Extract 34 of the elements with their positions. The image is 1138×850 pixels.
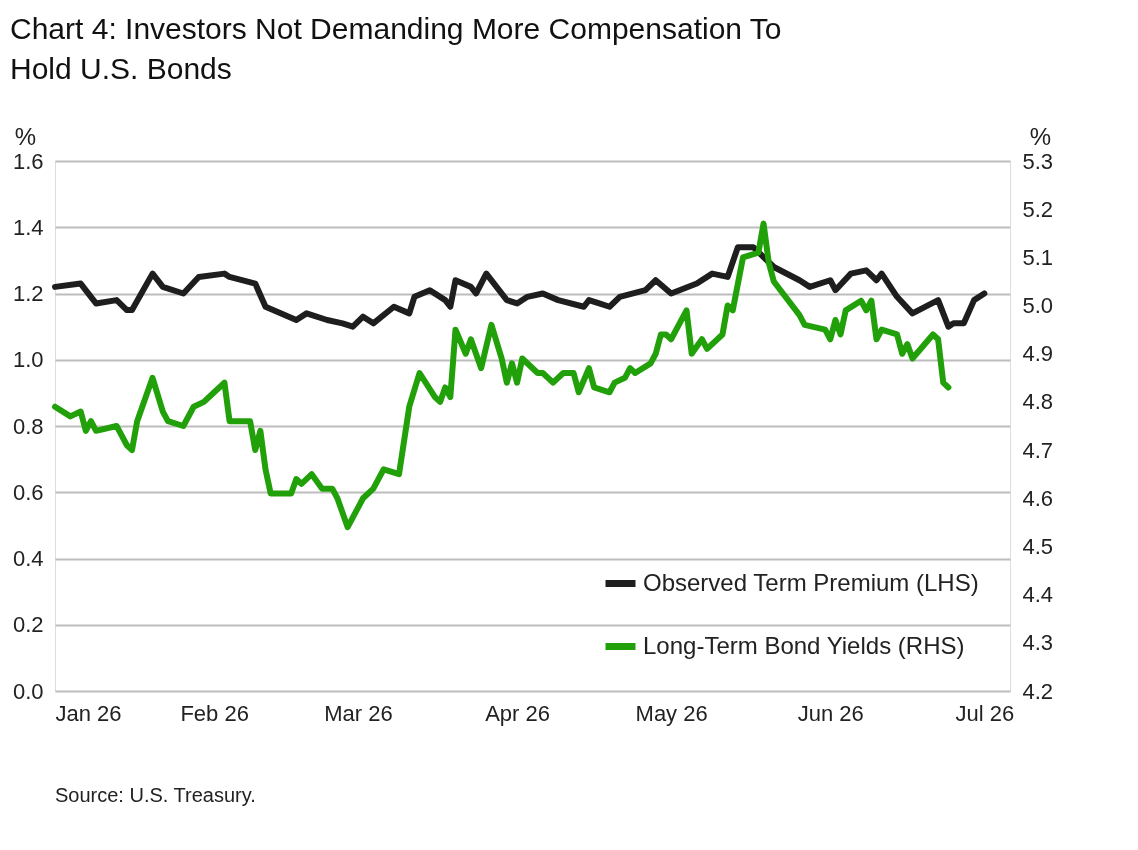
y2-tick-label: 4.7 [1022,437,1054,463]
y2-tick-label: 4.5 [1022,533,1054,559]
y2-tick-label: 5.3 [1022,148,1054,174]
x-tick-label: Feb 26 [180,700,249,726]
y-tick-label: 1.4 [12,214,44,240]
y-tick-label: 0.6 [12,479,44,505]
x-tick-label: Apr 26 [485,700,551,726]
y-tick-label: 0.2 [12,612,44,638]
legend-label: Long-Term Bond Yields (RHS) [643,631,965,659]
x-tick-label: Jun 26 [797,700,864,726]
y2-tick-label: 4.8 [1022,389,1054,415]
x-tick-label: Mar 26 [324,700,393,726]
y2-tick-label: 4.6 [1022,485,1054,511]
y2-tick-label: 4.4 [1022,582,1054,608]
y2-tick-label: 4.3 [1022,630,1054,656]
y2-axis-title: % [1029,122,1052,150]
y-tick-label: 0.4 [12,546,44,571]
y2-tick-label: 5.0 [1022,293,1054,319]
legend-label: Observed Term Premium (LHS) [643,568,979,596]
y2-tick-label: 4.9 [1022,341,1054,367]
y-axis-title: % [14,122,37,150]
y-tick-label: 1.0 [12,347,44,373]
y2-tick-label: 4.2 [1022,678,1054,704]
y-tick-label: 1.6 [12,148,44,174]
source-note: Source: U.S. Treasury. [55,784,256,806]
x-tick-label: Jan 26 [55,700,122,726]
x-tick-label: Jul 26 [955,700,1015,726]
chart-title: Chart 4: Investors Not Demanding More Compensation To Hold U.S. Bonds [10,12,782,85]
y-tick-label: 1.2 [12,281,44,306]
y2-tick-label: 5.1 [1022,244,1054,270]
y-tick-label: 0.0 [12,678,44,704]
x-tick-label: May 26 [635,700,708,726]
y2-tick-label: 5.2 [1022,196,1054,222]
y-tick-label: 0.8 [12,413,44,439]
